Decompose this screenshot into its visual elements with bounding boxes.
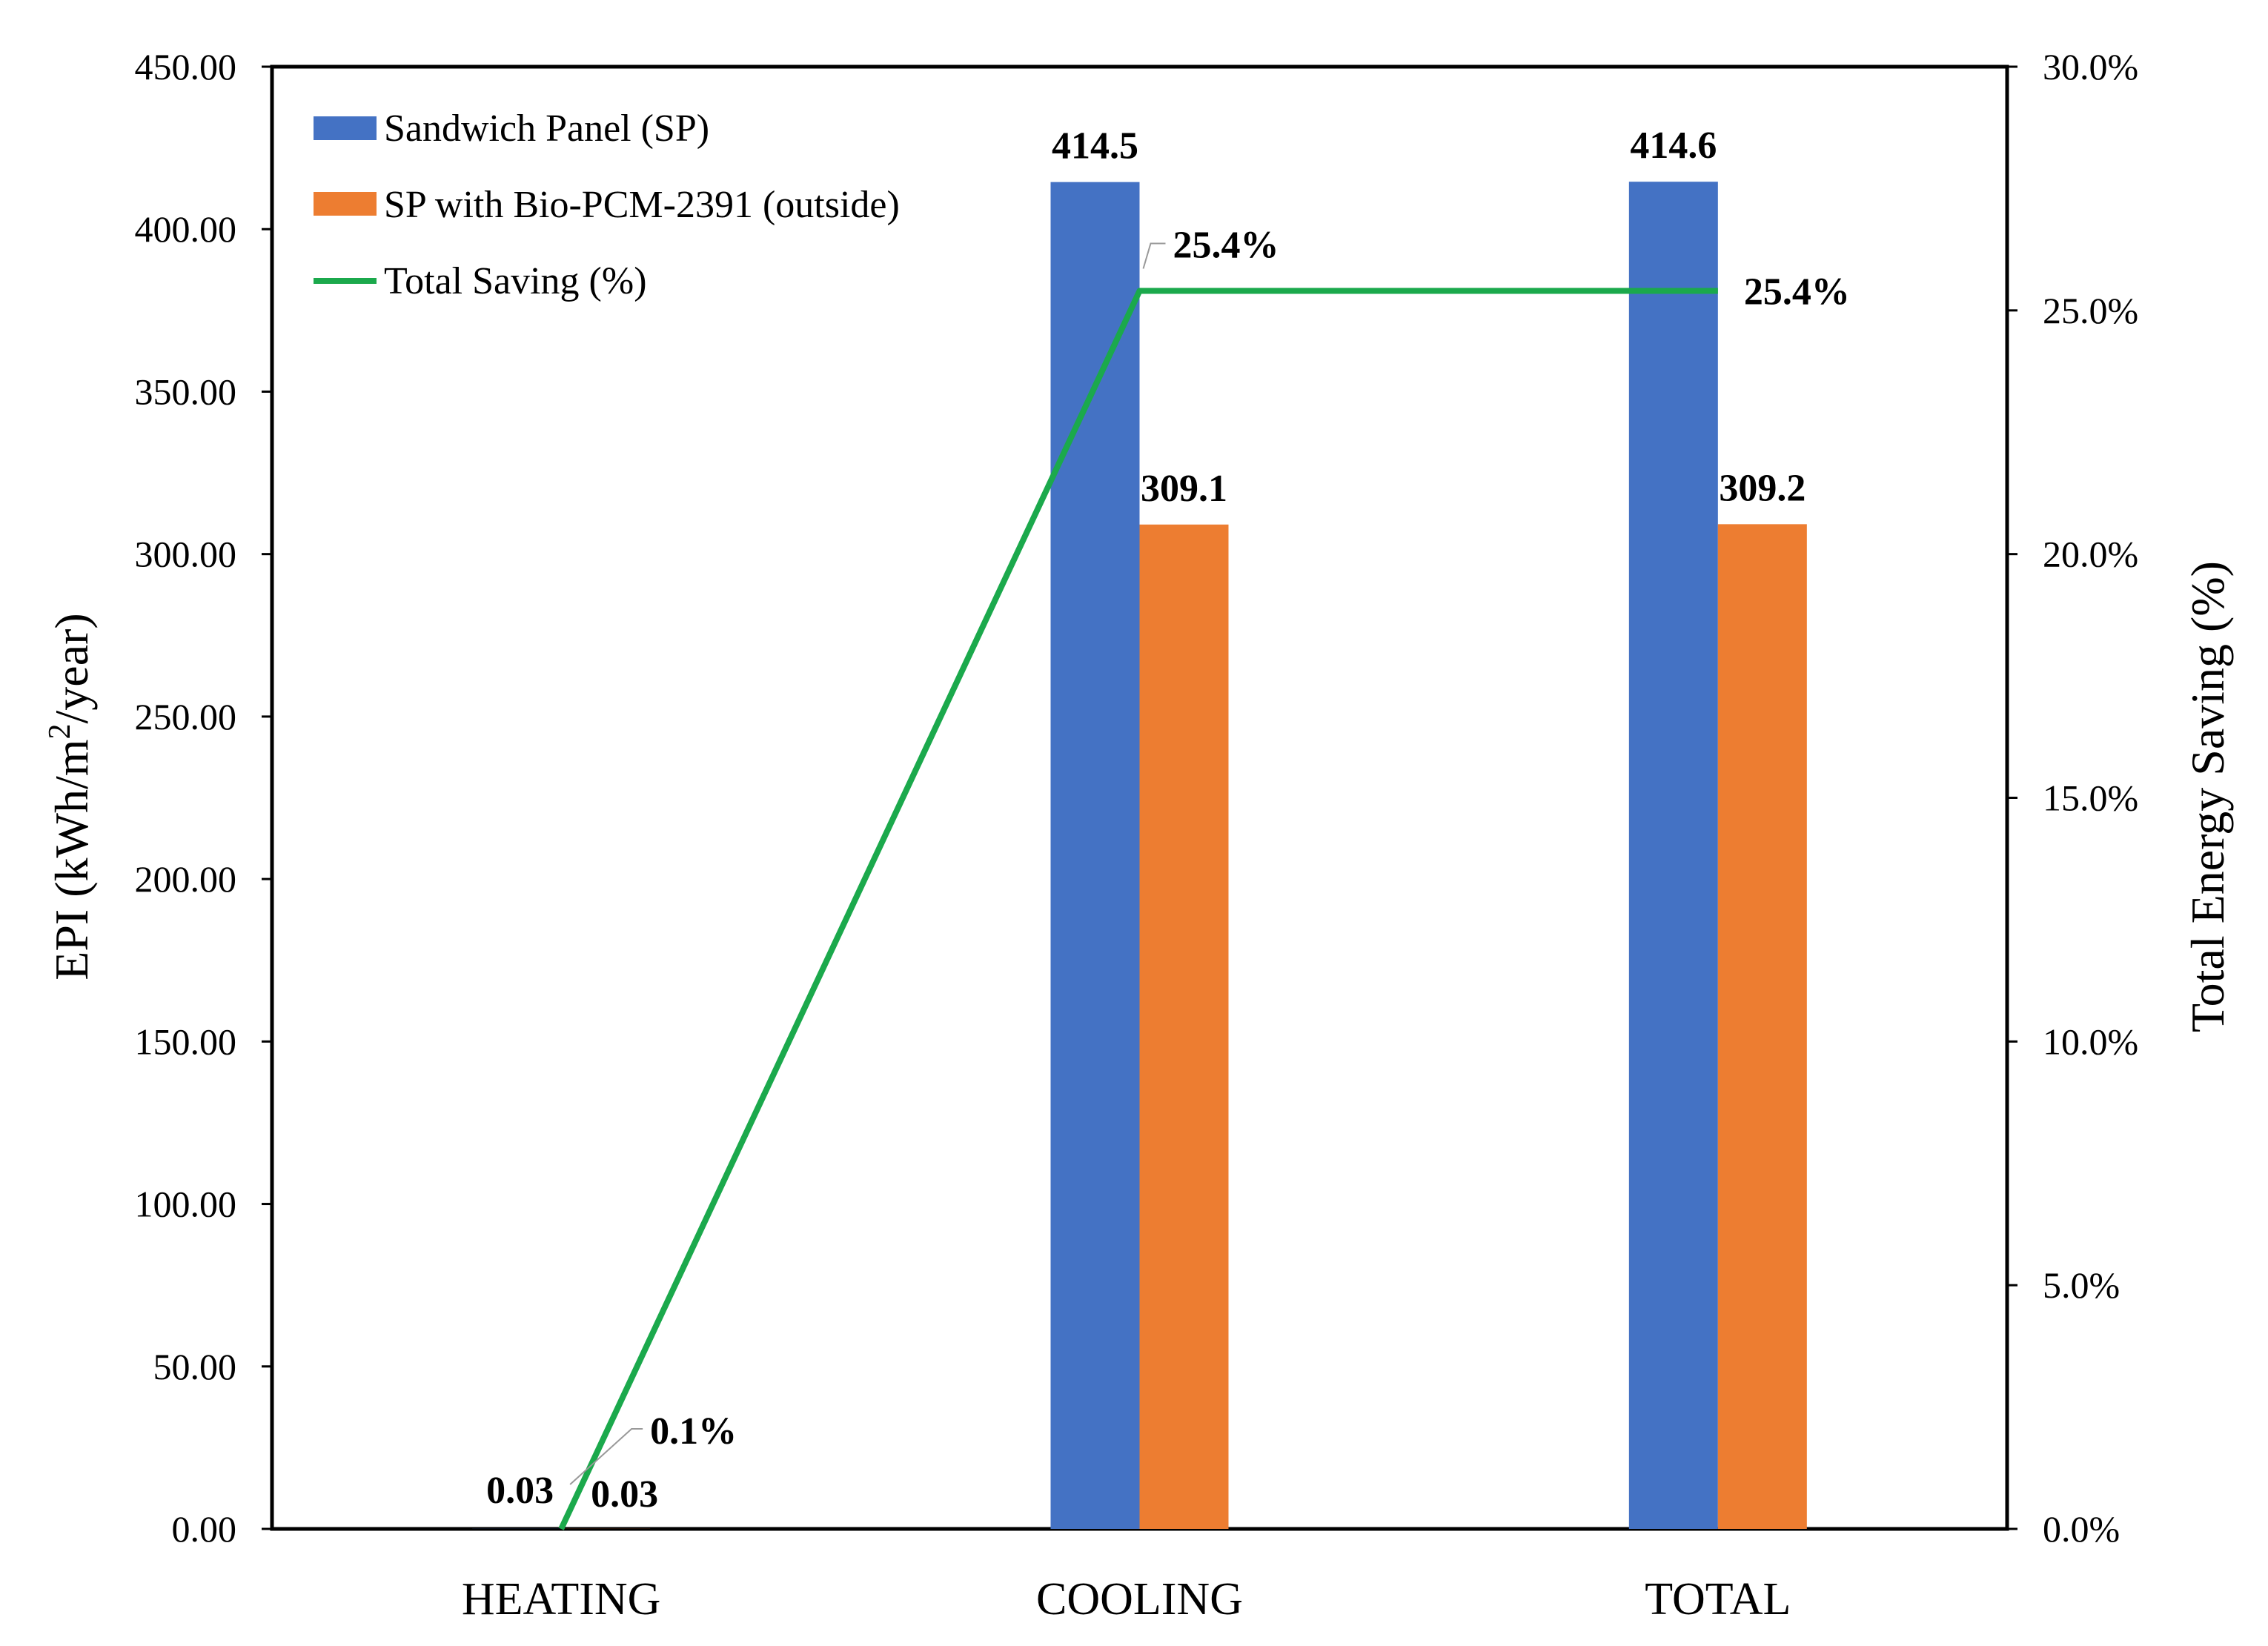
bar-value-label: 414.6 — [1630, 125, 1717, 167]
bar-value-label: 309.2 — [1719, 467, 1806, 509]
y-tick-label: 350.00 — [135, 371, 237, 412]
legend: Sandwich Panel (SP) SP with Bio-PCM-2391… — [314, 107, 900, 302]
legend-label-sp: Sandwich Panel (SP) — [384, 107, 709, 150]
y-tick-label: 200.00 — [135, 858, 237, 900]
line-value-label: 25.4% — [1173, 225, 1279, 267]
bar — [1628, 182, 1718, 1529]
data-labels: 0.03 414.5 414.6 0.03 309.1 309.2 0.1% 25.4% 25.… — [486, 125, 1850, 1516]
y-tick-label: 100.00 — [135, 1184, 237, 1225]
y-tick-label: 250.00 — [135, 696, 237, 737]
bar — [1050, 182, 1140, 1529]
y-axis-label-suffix: /year) — [45, 613, 98, 723]
legend-label-saving: Total Saving (%) — [384, 260, 647, 302]
category-label: COOLING — [1036, 1574, 1243, 1625]
y2-tick-label: 20.0% — [2043, 534, 2138, 575]
legend-swatch-pcm — [314, 192, 377, 216]
y2-tick-label: 5.0% — [2043, 1264, 2120, 1306]
line-value-label: 25.4% — [1744, 271, 1850, 313]
bar-value-label: 0.03 — [486, 1470, 554, 1512]
bar — [1717, 524, 1807, 1529]
bar-series — [472, 182, 1807, 1529]
legend-swatch-sp — [314, 116, 377, 140]
saving-line-series — [558, 288, 1718, 1530]
y2-tick-label: 30.0% — [2043, 46, 2138, 87]
right-axis-ticks: 0.0% 5.0% 10.0% 15.0% 20.0% 25.0% 30.0% — [2007, 46, 2138, 1550]
bar-value-label: 0.03 — [591, 1473, 658, 1516]
line-label-leader — [1142, 242, 1166, 269]
left-axis-ticks: 0.00 50.00 100.00 150.00 200.00 250.00 300.00 3… — [135, 46, 272, 1550]
y-tick-label: 150.00 — [135, 1021, 237, 1062]
y-tick-label: 300.00 — [135, 534, 237, 575]
y2-axis-label: Total Energy Saving (%) — [2181, 561, 2234, 1032]
legend-label-pcm: SP with Bio-PCM-2391 (outside) — [384, 184, 900, 226]
line-label-leader — [569, 1428, 643, 1485]
y-axis-label: EPI (kWh/m2/year) — [43, 613, 98, 980]
category-label: TOTAL — [1645, 1574, 1791, 1625]
line-value-label: 0.1% — [650, 1410, 737, 1453]
y2-tick-label: 25.0% — [2043, 290, 2138, 331]
y2-tick-label: 10.0% — [2043, 1021, 2138, 1062]
y-tick-label: 0.00 — [172, 1508, 237, 1550]
bar-value-label: 309.1 — [1141, 468, 1227, 510]
y-axis-label-text: EPI (kWh/m — [45, 739, 98, 980]
y-tick-label: 400.00 — [135, 208, 237, 250]
category-label: HEATING — [462, 1574, 661, 1625]
category-labels: HEATING COOLING TOTAL — [462, 1574, 1791, 1625]
bar-value-label: 414.5 — [1052, 125, 1138, 167]
y-axis-label-superscript: 2 — [43, 723, 77, 739]
bar — [1139, 524, 1229, 1529]
y2-tick-label: 15.0% — [2043, 777, 2138, 819]
y2-tick-label: 0.0% — [2043, 1508, 2120, 1550]
y-tick-label: 50.00 — [153, 1346, 237, 1387]
y-tick-label: 450.00 — [135, 46, 237, 87]
